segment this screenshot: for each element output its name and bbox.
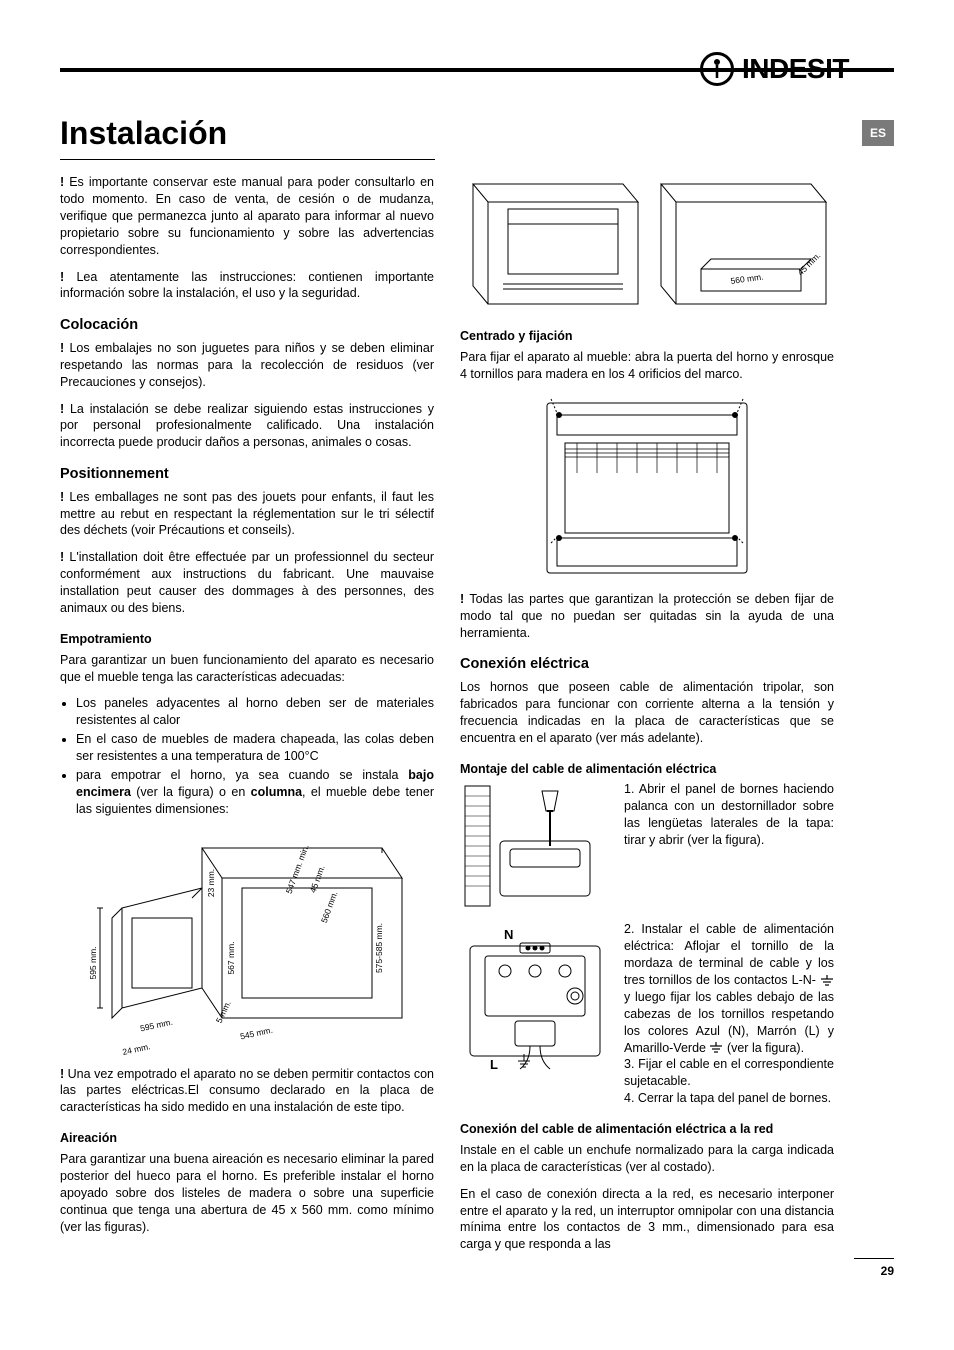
emp-intro: Para garantizar un buen funcionamiento d… — [60, 652, 434, 686]
red-p2: En el caso de conexión directa a la red,… — [460, 1186, 834, 1254]
svg-text:567 mm.: 567 mm. — [226, 941, 236, 974]
heading-colocacion: Colocación — [60, 316, 434, 336]
page-title: Instalación — [60, 112, 435, 160]
intro-p2: ! Lea atentamente las instrucciones: con… — [60, 269, 434, 303]
conex-p: Los hornos que poseen cable de alimentac… — [460, 679, 834, 747]
svg-text:24 mm.: 24 mm. — [121, 1041, 151, 1057]
protect-note: ! Todas las partes que garantizan la pro… — [460, 591, 834, 642]
heading-montaje: Montaje del cable de alimentación eléctr… — [460, 761, 834, 778]
intro-p1: ! Es importante conservar este manual pa… — [60, 174, 434, 258]
brand-logo: I INDESIT — [700, 50, 849, 88]
emp-note: ! Una vez empotrado el aparato no se deb… — [60, 1066, 434, 1117]
step1-text: 1. Abrir el panel de bornes haciendo pal… — [624, 781, 834, 849]
right-column: 560 mm. 45 mm. Centrado y fijación Para … — [460, 174, 834, 1263]
pos-p1: ! Les emballages ne sont pas des jouets … — [60, 489, 434, 540]
svg-text:560 mm.: 560 mm. — [319, 889, 340, 924]
figure-terminal-open: 1. Abrir el panel de bornes haciendo pal… — [460, 781, 834, 911]
figure-oven-dimensions: 595 mm. 23 mm. 567 mm. 5 mm. 595 mm. 545… — [60, 828, 434, 1058]
svg-text:595 mm.: 595 mm. — [88, 946, 98, 979]
heading-aireacion: Aireación — [60, 1130, 434, 1147]
heading-conexion: Conexión eléctrica — [460, 655, 834, 675]
heading-red: Conexión del cable de alimentación eléct… — [460, 1121, 834, 1138]
brand-name: INDESIT — [742, 50, 849, 88]
list-item: para empotrar el horno, ya sea cuando se… — [76, 767, 434, 818]
centrado-p: Para fijar el aparato al mueble: abra la… — [460, 349, 834, 383]
figure-ventilation-pair: 560 mm. 45 mm. — [460, 174, 834, 314]
ground-icon — [709, 1042, 723, 1054]
list-item: En el caso de muebles de madera chapeada… — [76, 731, 434, 765]
pos-p2: ! L'installation doit être effectuée par… — [60, 549, 434, 617]
list-item: Los paneles adyacentes al horno deben se… — [76, 695, 434, 729]
svg-text:595 mm.: 595 mm. — [139, 1016, 173, 1033]
language-badge: ES — [862, 120, 894, 146]
svg-text:45 mm.: 45 mm. — [795, 250, 822, 277]
logo-icon: I — [700, 52, 734, 86]
colocacion-p1: ! Los embalajes no son juguetes para niñ… — [60, 340, 434, 391]
colocacion-p2: ! La instalación se debe realizar siguie… — [60, 401, 434, 452]
figure-terminal-wiring: N L 2. Instalar el cable de alimentación… — [460, 921, 834, 1107]
heading-positionnement: Positionnement — [60, 465, 434, 485]
content-columns: ! Es importante conservar este manual pa… — [60, 174, 894, 1263]
svg-text:23 mm.: 23 mm. — [206, 868, 216, 896]
ground-icon — [820, 975, 834, 987]
svg-text:560 mm.: 560 mm. — [730, 272, 764, 287]
svg-text:547 mm. min.: 547 mm. min. — [284, 843, 311, 895]
left-column: ! Es importante conservar este manual pa… — [60, 174, 434, 1263]
red-p1: Instale en el cable un enchufe normaliza… — [460, 1142, 834, 1176]
heading-empotramiento: Empotramiento — [60, 631, 434, 648]
svg-text:L: L — [490, 1057, 498, 1071]
figure-oven-front — [460, 393, 834, 583]
svg-text:575-585 mm.: 575-585 mm. — [374, 923, 384, 973]
svg-text:N: N — [504, 927, 513, 942]
heading-centrado: Centrado y fijación — [460, 328, 834, 345]
svg-text:45 mm.: 45 mm. — [308, 864, 327, 894]
page-number: 29 — [854, 1258, 894, 1279]
emp-list: Los paneles adyacentes al horno deben se… — [76, 695, 434, 817]
steps-2-4: 2. Instalar el cable de alimentación elé… — [624, 921, 834, 1107]
svg-text:545 mm.: 545 mm. — [239, 1024, 273, 1041]
air-p: Para garantizar una buena aireación es n… — [60, 1151, 434, 1235]
svg-text:5 mm.: 5 mm. — [214, 998, 233, 1024]
